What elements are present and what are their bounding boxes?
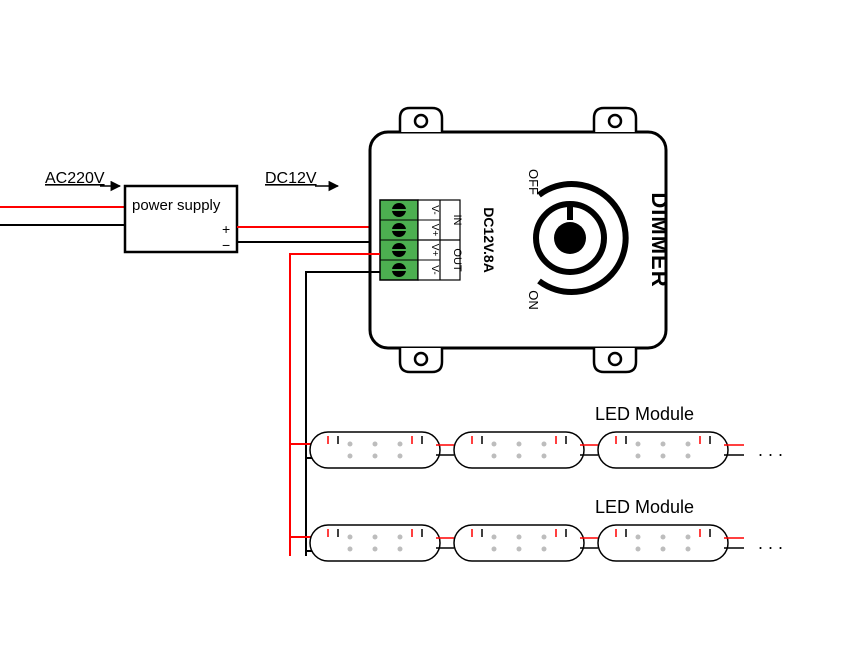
ellipsis-2: . . . xyxy=(758,533,783,553)
term-in-label: IN xyxy=(451,215,463,226)
term-vminus-2: V- xyxy=(429,265,440,274)
dc-output-label: DC12V xyxy=(265,170,317,187)
out-wire-red xyxy=(290,254,380,556)
term-out-label: OUT xyxy=(451,248,463,272)
led-module xyxy=(310,432,440,468)
ps-minus-label: − xyxy=(222,237,230,253)
led-module xyxy=(454,432,584,468)
power-supply-label: power supply xyxy=(132,197,221,214)
dimmer-rating: DC12V.8A xyxy=(481,207,497,273)
led-module xyxy=(310,525,440,561)
power-supply-box xyxy=(125,186,237,252)
dimmer-off-label: OFF xyxy=(526,169,541,195)
led-module xyxy=(598,432,728,468)
ac-input-label: AC220V xyxy=(45,170,105,187)
led-module-1-label: LED Module xyxy=(595,404,694,424)
term-vminus-1: V- xyxy=(429,205,440,214)
ellipsis-1: . . . xyxy=(758,440,783,460)
dimmer-title: DIMMER xyxy=(647,192,672,287)
term-vplus-2: V+ xyxy=(429,244,440,257)
led-module xyxy=(454,525,584,561)
terminal-block: V- V+ V+ V- IN OUT xyxy=(380,200,463,280)
ps-plus-label: + xyxy=(222,221,230,237)
term-vplus-1: V+ xyxy=(429,224,440,237)
wiring-diagram: AC220V power supply + − DC12V xyxy=(0,0,850,671)
dimmer-on-label: ON xyxy=(526,290,541,310)
led-module xyxy=(598,525,728,561)
led-module-2-label: LED Module xyxy=(595,497,694,517)
